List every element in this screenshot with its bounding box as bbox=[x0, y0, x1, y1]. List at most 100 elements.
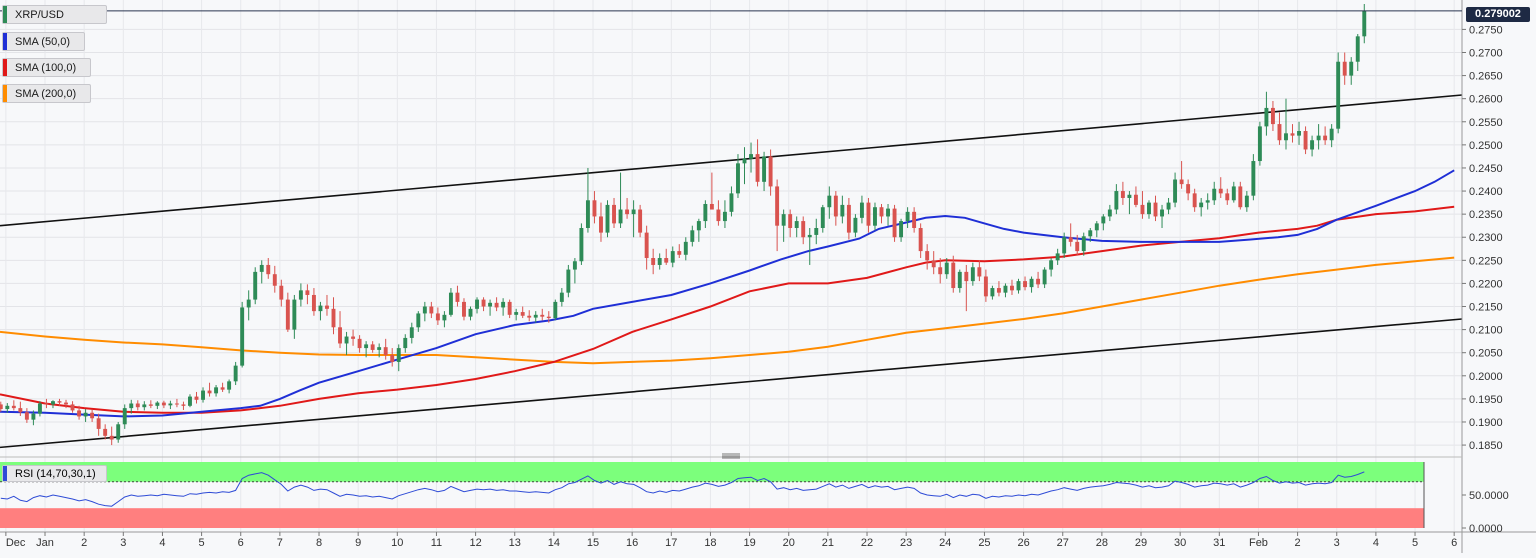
last-price-tag: 0.279002 bbox=[1466, 7, 1530, 22]
candle-body bbox=[220, 387, 225, 390]
candle-body bbox=[396, 348, 401, 362]
candle-body bbox=[70, 404, 75, 411]
x-tick-label: 18 bbox=[704, 537, 716, 549]
candle-body bbox=[24, 412, 29, 420]
x-tick-label: 4 bbox=[159, 537, 165, 549]
candle-body bbox=[572, 261, 577, 270]
candle-body bbox=[670, 251, 675, 263]
candle-body bbox=[403, 337, 408, 349]
candle-body bbox=[135, 403, 140, 408]
candle-body bbox=[1329, 128, 1334, 141]
y-tick-label: 0.2450 bbox=[1469, 163, 1503, 175]
candle-body bbox=[912, 211, 917, 228]
y-tick-label: 0.1900 bbox=[1469, 417, 1503, 429]
candle-body bbox=[1290, 133, 1295, 136]
candle-body bbox=[925, 251, 930, 261]
y-tick-label: 0.2500 bbox=[1469, 140, 1503, 152]
candle-body bbox=[1336, 61, 1341, 129]
candle-body bbox=[625, 209, 630, 215]
candle-body bbox=[1088, 230, 1093, 237]
candle-body bbox=[435, 313, 440, 321]
candle-body bbox=[742, 158, 747, 164]
candle-body bbox=[677, 251, 682, 255]
candle-body bbox=[1257, 126, 1262, 162]
candle-body bbox=[533, 314, 538, 318]
legend-rsi[interactable]: RSI (14,70,30,1) bbox=[2, 465, 107, 482]
candle-body bbox=[944, 262, 949, 275]
x-tick-label: 9 bbox=[355, 537, 361, 549]
candle-body bbox=[749, 154, 753, 159]
candle-body bbox=[899, 221, 904, 238]
candle-body bbox=[129, 403, 134, 409]
candle-body bbox=[5, 405, 10, 410]
candle-body bbox=[1081, 236, 1086, 252]
candle-body bbox=[311, 294, 316, 312]
x-tick-label: 15 bbox=[587, 537, 599, 549]
x-tick-label: 16 bbox=[626, 537, 638, 549]
x-tick-label: 4 bbox=[1373, 537, 1379, 549]
x-tick-label: Feb bbox=[1249, 537, 1268, 549]
candle-body bbox=[788, 214, 793, 228]
candle-body bbox=[631, 209, 636, 215]
x-tick-label: 2 bbox=[1295, 537, 1301, 549]
candle-body bbox=[1205, 200, 1210, 203]
candle-body bbox=[1055, 253, 1060, 261]
x-tick-label: 3 bbox=[120, 537, 126, 549]
x-tick-label: 14 bbox=[548, 537, 560, 549]
y-tick-label: 0.2050 bbox=[1469, 348, 1503, 360]
candle-body bbox=[729, 193, 734, 212]
candle-body bbox=[1101, 216, 1106, 224]
y-tick-label: 0.2600 bbox=[1469, 94, 1503, 106]
x-tick-label: 24 bbox=[939, 537, 951, 549]
x-tick-label: 6 bbox=[238, 537, 244, 549]
candle-body bbox=[44, 403, 49, 405]
candle-body bbox=[579, 228, 584, 262]
candle-body bbox=[599, 216, 603, 233]
candle-body bbox=[644, 232, 649, 259]
candle-body bbox=[188, 396, 192, 406]
x-tick-label: 3 bbox=[1334, 537, 1340, 549]
candle-body bbox=[931, 260, 936, 268]
candle-body bbox=[1238, 186, 1243, 208]
legend-sma-50[interactable]: SMA (50,0) bbox=[2, 32, 85, 51]
x-tick-label: Dec bbox=[6, 537, 26, 549]
candle-body bbox=[390, 355, 395, 362]
candle-body bbox=[905, 211, 910, 222]
candle-body bbox=[227, 381, 232, 390]
candle-body bbox=[1231, 186, 1236, 201]
candle-body bbox=[494, 302, 499, 308]
legend-sma-200-label: SMA (200,0) bbox=[15, 88, 77, 100]
legend-symbol[interactable]: XRP/USD bbox=[2, 5, 107, 24]
candle-body bbox=[31, 413, 36, 420]
candle-body bbox=[364, 344, 369, 349]
candle-body bbox=[1042, 269, 1047, 285]
candle-body bbox=[983, 276, 988, 297]
candle-body bbox=[736, 163, 740, 194]
x-tick-label: 27 bbox=[1057, 537, 1069, 549]
candle-body bbox=[1114, 191, 1119, 210]
legend-sma-100[interactable]: SMA (100,0) bbox=[2, 58, 91, 77]
candle-body bbox=[996, 288, 1001, 293]
candle-body bbox=[357, 338, 362, 349]
panel-resize-handle[interactable] bbox=[722, 453, 740, 459]
sma-200-swatch bbox=[3, 85, 7, 102]
rsi-swatch bbox=[3, 466, 7, 481]
candle-body bbox=[1270, 107, 1275, 125]
candle-body bbox=[938, 267, 943, 275]
candle-body bbox=[1062, 237, 1067, 254]
trendline bbox=[0, 318, 1463, 449]
candle-body bbox=[527, 315, 532, 318]
x-tick-label: 20 bbox=[783, 537, 795, 549]
legend-sma-100-label: SMA (100,0) bbox=[15, 62, 77, 74]
candle-body bbox=[1133, 194, 1138, 205]
candle-body bbox=[879, 207, 884, 217]
candle-body bbox=[116, 424, 121, 440]
candle-body bbox=[246, 299, 251, 308]
legend-sma-200[interactable]: SMA (200,0) bbox=[2, 84, 91, 103]
candle-body bbox=[866, 202, 871, 226]
legend-rsi-label: RSI (14,70,30,1) bbox=[15, 468, 96, 480]
candle-body bbox=[272, 274, 277, 286]
candle-body bbox=[1316, 135, 1321, 141]
candle-body bbox=[109, 435, 114, 440]
